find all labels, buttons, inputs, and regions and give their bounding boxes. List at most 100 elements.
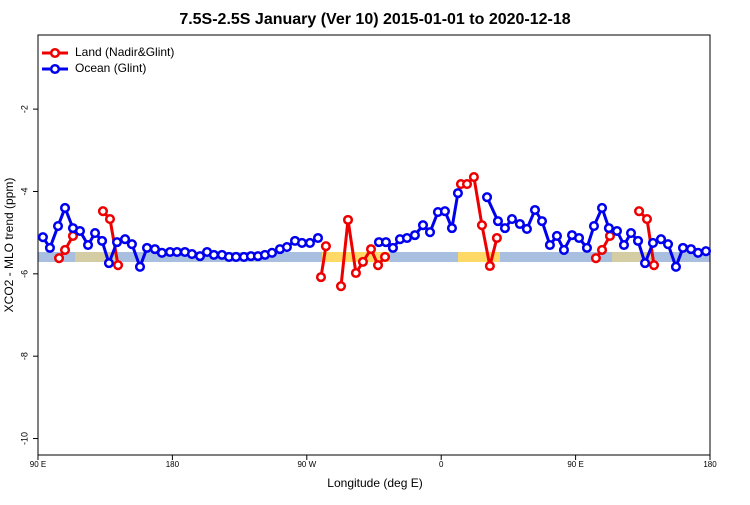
- land-strip: [75, 252, 117, 262]
- data-point: [551, 230, 562, 241]
- data-point: [446, 223, 458, 234]
- data-point: [194, 251, 206, 262]
- data-point: [111, 237, 123, 248]
- data-point: [372, 260, 384, 271]
- data-point: [296, 237, 308, 248]
- data-point: [59, 202, 71, 213]
- data-point: [97, 206, 109, 217]
- data-point: [492, 216, 503, 227]
- y-tick-label: -10: [19, 432, 29, 445]
- data-point: [506, 214, 518, 225]
- data-point: [89, 228, 101, 239]
- data-point: [134, 261, 146, 272]
- data-point: [499, 223, 511, 234]
- data-point: [37, 232, 48, 243]
- data-point: [141, 242, 153, 253]
- land-strip: [612, 252, 654, 262]
- data-point: [603, 223, 614, 234]
- data-point: [670, 261, 682, 272]
- x-tick-label: 90 E: [567, 460, 583, 469]
- data-point: [44, 242, 55, 253]
- data-point: [693, 247, 704, 258]
- data-point: [126, 239, 137, 250]
- data-point: [104, 214, 116, 225]
- data-point: [304, 237, 315, 248]
- data-point: [536, 216, 548, 227]
- data-point: [335, 281, 347, 292]
- data-point: [677, 242, 689, 253]
- legend-marker: [49, 63, 61, 75]
- x-tick-label: 90 W: [297, 460, 316, 469]
- x-tick-label: 180: [703, 460, 717, 469]
- data-point: [655, 234, 667, 245]
- data-point: [208, 249, 219, 260]
- data-point: [461, 179, 473, 190]
- data-point: [281, 242, 292, 253]
- series-line: [319, 245, 328, 278]
- data-point: [588, 221, 600, 232]
- data-point: [439, 206, 450, 217]
- data-point: [481, 192, 493, 203]
- data-point: [468, 172, 479, 183]
- data-point: [120, 234, 131, 245]
- y-tick-label: -6: [19, 270, 29, 278]
- data-point: [112, 260, 124, 271]
- data-point: [186, 249, 198, 260]
- data-point: [409, 230, 420, 241]
- data-point: [581, 242, 592, 253]
- data-point: [320, 241, 331, 252]
- legend-marker: [49, 47, 61, 59]
- data-point: [424, 227, 436, 238]
- data-point: [401, 232, 413, 244]
- data-point: [618, 239, 630, 251]
- y-tick-label: -8: [19, 352, 29, 360]
- data-point: [52, 221, 64, 232]
- data-point: [596, 244, 608, 255]
- x-tick-label: 180: [166, 460, 180, 469]
- data-point: [639, 258, 651, 269]
- plot-frame: [37, 34, 711, 456]
- data-point: [700, 246, 712, 257]
- data-point: [484, 260, 495, 272]
- data-point: [156, 247, 167, 258]
- data-point: [387, 242, 399, 253]
- data-point: [611, 225, 623, 237]
- data-point: [452, 188, 463, 199]
- data-point: [350, 267, 361, 279]
- data-point: [380, 237, 391, 248]
- land-strip: [458, 252, 500, 262]
- x-tick-label: 90 E: [30, 460, 46, 469]
- data-point: [558, 244, 570, 255]
- data-point: [625, 228, 637, 239]
- data-point: [573, 232, 585, 244]
- data-point: [641, 214, 653, 225]
- data-point: [97, 235, 108, 246]
- data-point: [365, 244, 377, 255]
- data-point: [266, 247, 278, 258]
- data-point: [59, 244, 71, 255]
- data-point: [82, 239, 94, 251]
- data-point: [648, 260, 660, 271]
- data-point: [596, 202, 608, 213]
- data-point: [632, 235, 644, 246]
- data-point: [417, 220, 429, 231]
- data-point: [312, 232, 324, 244]
- series-line: [378, 192, 460, 250]
- data-point: [491, 232, 502, 244]
- legend-label: Ocean (Glint): [75, 61, 146, 75]
- data-point: [54, 253, 65, 264]
- land-strip: [322, 252, 390, 262]
- data-point: [476, 220, 488, 231]
- y-tick-label: -2: [19, 105, 29, 113]
- legend-label: Land (Nadir&Glint): [75, 45, 174, 59]
- y-axis-label: XCO2 - MLO trend (ppm): [2, 178, 16, 313]
- data-point: [230, 251, 242, 262]
- data-point: [521, 223, 532, 234]
- chart-title: 7.5S-2.5S January (Ver 10) 2015-01-01 to…: [179, 11, 570, 28]
- data-point: [103, 258, 114, 269]
- data-point: [514, 218, 525, 230]
- data-point: [171, 246, 183, 258]
- data-point: [647, 237, 659, 248]
- x-axis-label: Longitude (deg E): [327, 476, 422, 490]
